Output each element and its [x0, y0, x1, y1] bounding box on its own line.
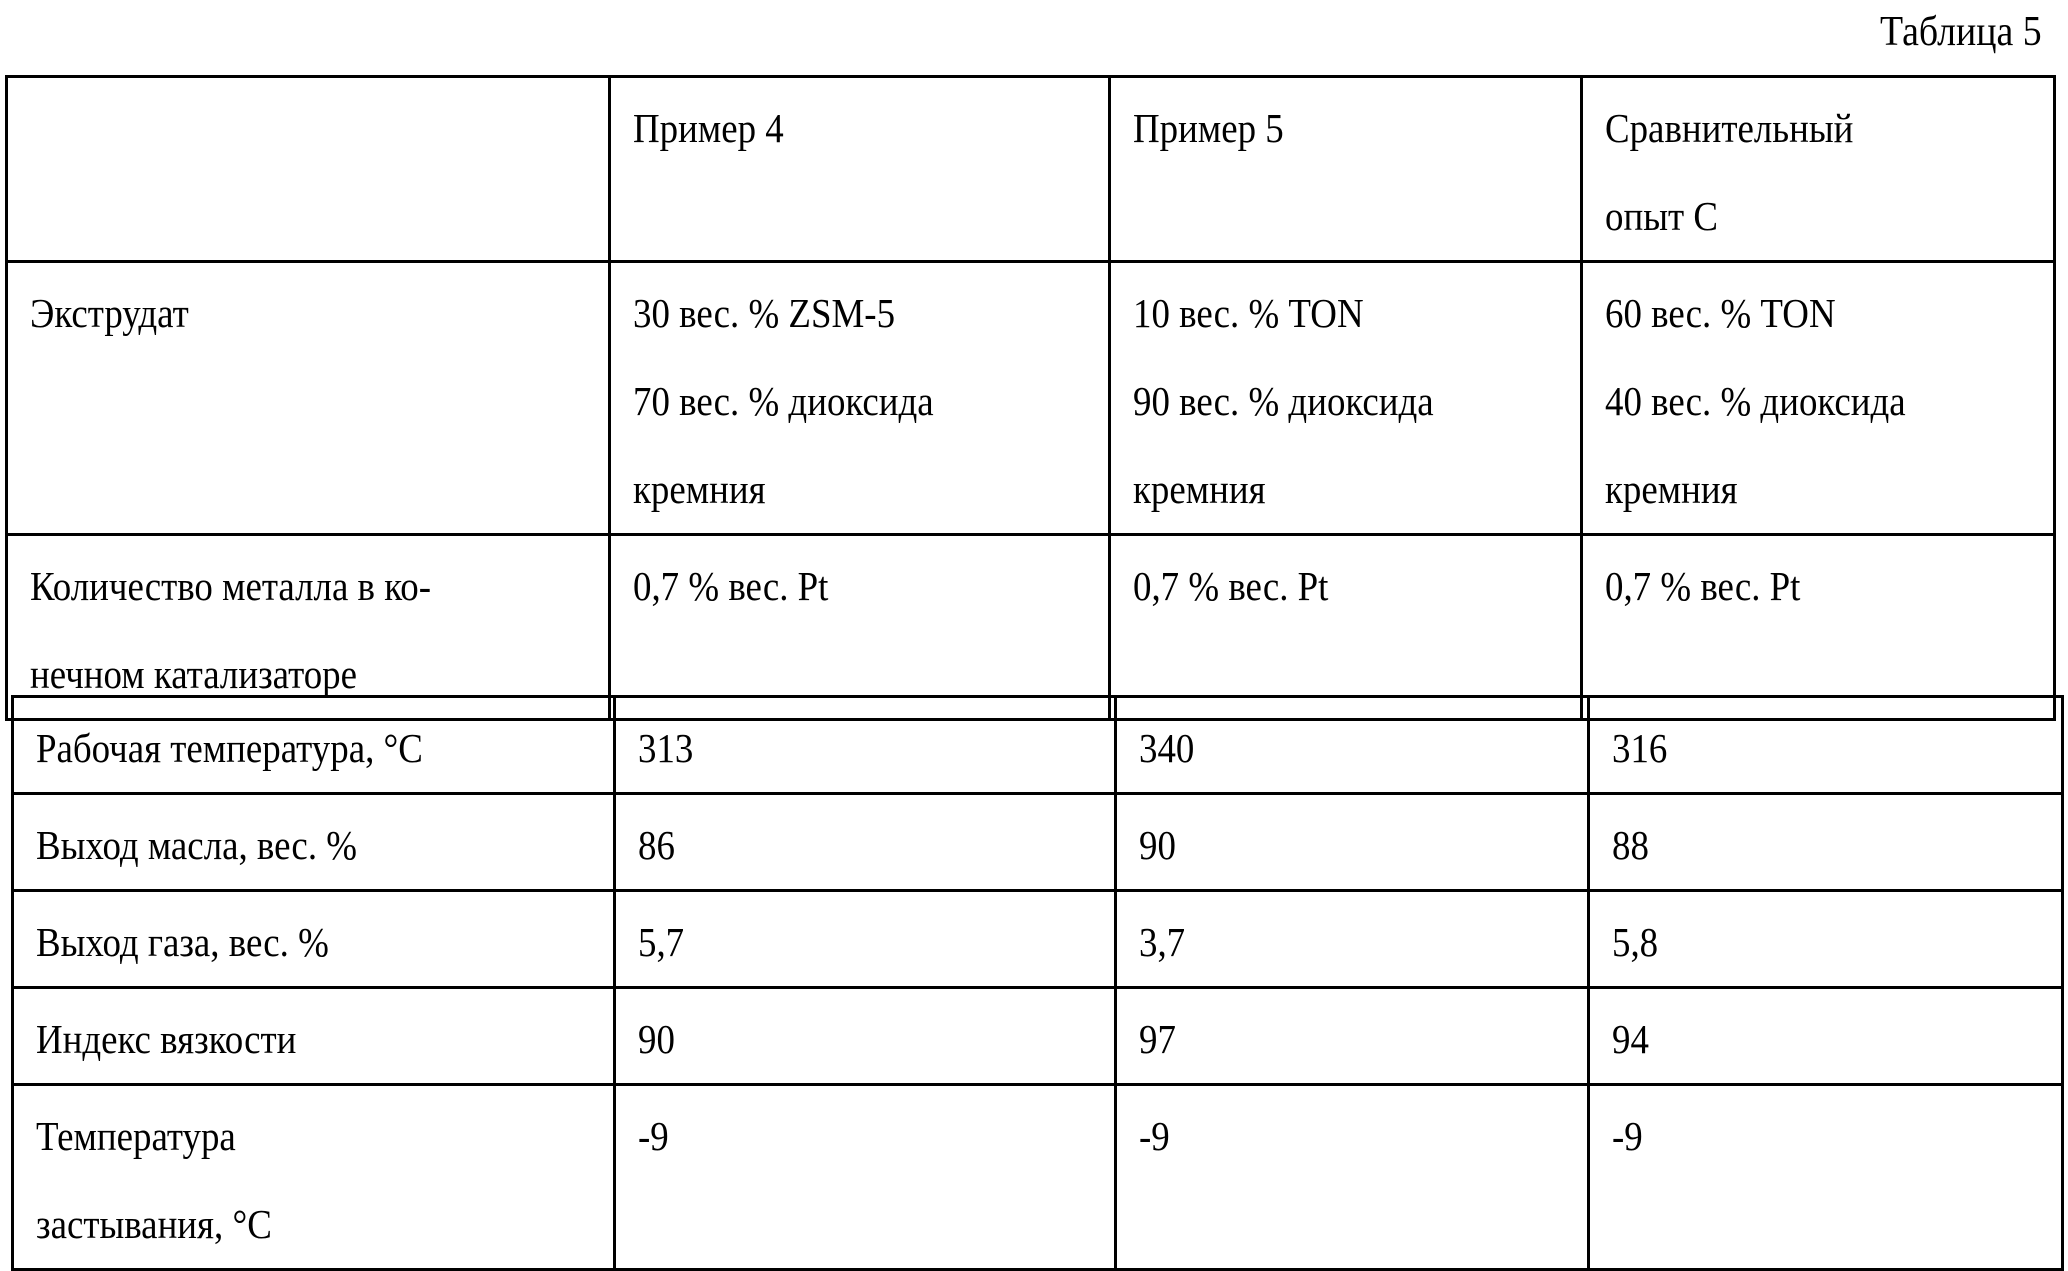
table-cell: -9	[1589, 1085, 2063, 1270]
row-label: Индекс вязкости	[13, 988, 615, 1085]
row-label: Количество металла в ко-нечном катализат…	[7, 535, 610, 720]
table-row: Выход газа, вес. % 5,7 3,7 5,8	[13, 891, 2063, 988]
table-cell: -9	[1116, 1085, 1589, 1270]
table-cell: 97	[1116, 988, 1589, 1085]
header-cell: Пример 5	[1110, 77, 1582, 262]
table-cell: 0,7 % вес. Pt	[1582, 535, 2055, 720]
row-label: Выход масла, вес. %	[13, 794, 615, 891]
table-cell: 316	[1589, 697, 2063, 794]
table-cell: 86	[615, 794, 1116, 891]
table-row: Экструдат 30 вес. % ZSM-570 вес. % диокс…	[7, 262, 2055, 535]
table-cell: -9	[615, 1085, 1116, 1270]
table-cell: 0,7 % вес. Pt	[1110, 535, 1582, 720]
table-cell: 10 вес. % TON90 вес. % диоксидакремния	[1110, 262, 1582, 535]
table-cell: 90	[615, 988, 1116, 1085]
header-row: Пример 4 Пример 5 Сравнительныйопыт С	[7, 77, 2055, 262]
table-cell: 0,7 % вес. Pt	[610, 535, 1110, 720]
row-label: Экструдат	[7, 262, 610, 535]
header-cell: Сравнительныйопыт С	[1582, 77, 2055, 262]
table-cell: 313	[615, 697, 1116, 794]
row-label: Рабочая температура, °С	[13, 697, 615, 794]
header-cell: Пример 4	[610, 77, 1110, 262]
table-cell: 5,8	[1589, 891, 2063, 988]
table-caption: Таблица 5	[1880, 8, 2042, 56]
data-table-top: Пример 4 Пример 5 Сравнительныйопыт С Эк…	[5, 75, 2056, 721]
table-cell: 60 вес. % TON40 вес. % диоксидакремния	[1582, 262, 2055, 535]
table-row: Выход масла, вес. % 86 90 88	[13, 794, 2063, 891]
table-cell: 5,7	[615, 891, 1116, 988]
table-cell: 94	[1589, 988, 2063, 1085]
table-cell: 88	[1589, 794, 2063, 891]
header-cell-empty	[7, 77, 610, 262]
data-table-bottom: Рабочая температура, °С 313 340 316 Выхо…	[11, 695, 2064, 1271]
table-row: Температуразастывания, °С -9 -9 -9	[13, 1085, 2063, 1270]
row-label: Температуразастывания, °С	[13, 1085, 615, 1270]
table-cell: 30 вес. % ZSM-570 вес. % диоксидакремния	[610, 262, 1110, 535]
table-row: Рабочая температура, °С 313 340 316	[13, 697, 2063, 794]
table-cell: 3,7	[1116, 891, 1589, 988]
table-cell: 340	[1116, 697, 1589, 794]
table-row: Количество металла в ко-нечном катализат…	[7, 535, 2055, 720]
row-label: Выход газа, вес. %	[13, 891, 615, 988]
table-row: Индекс вязкости 90 97 94	[13, 988, 2063, 1085]
table-cell: 90	[1116, 794, 1589, 891]
